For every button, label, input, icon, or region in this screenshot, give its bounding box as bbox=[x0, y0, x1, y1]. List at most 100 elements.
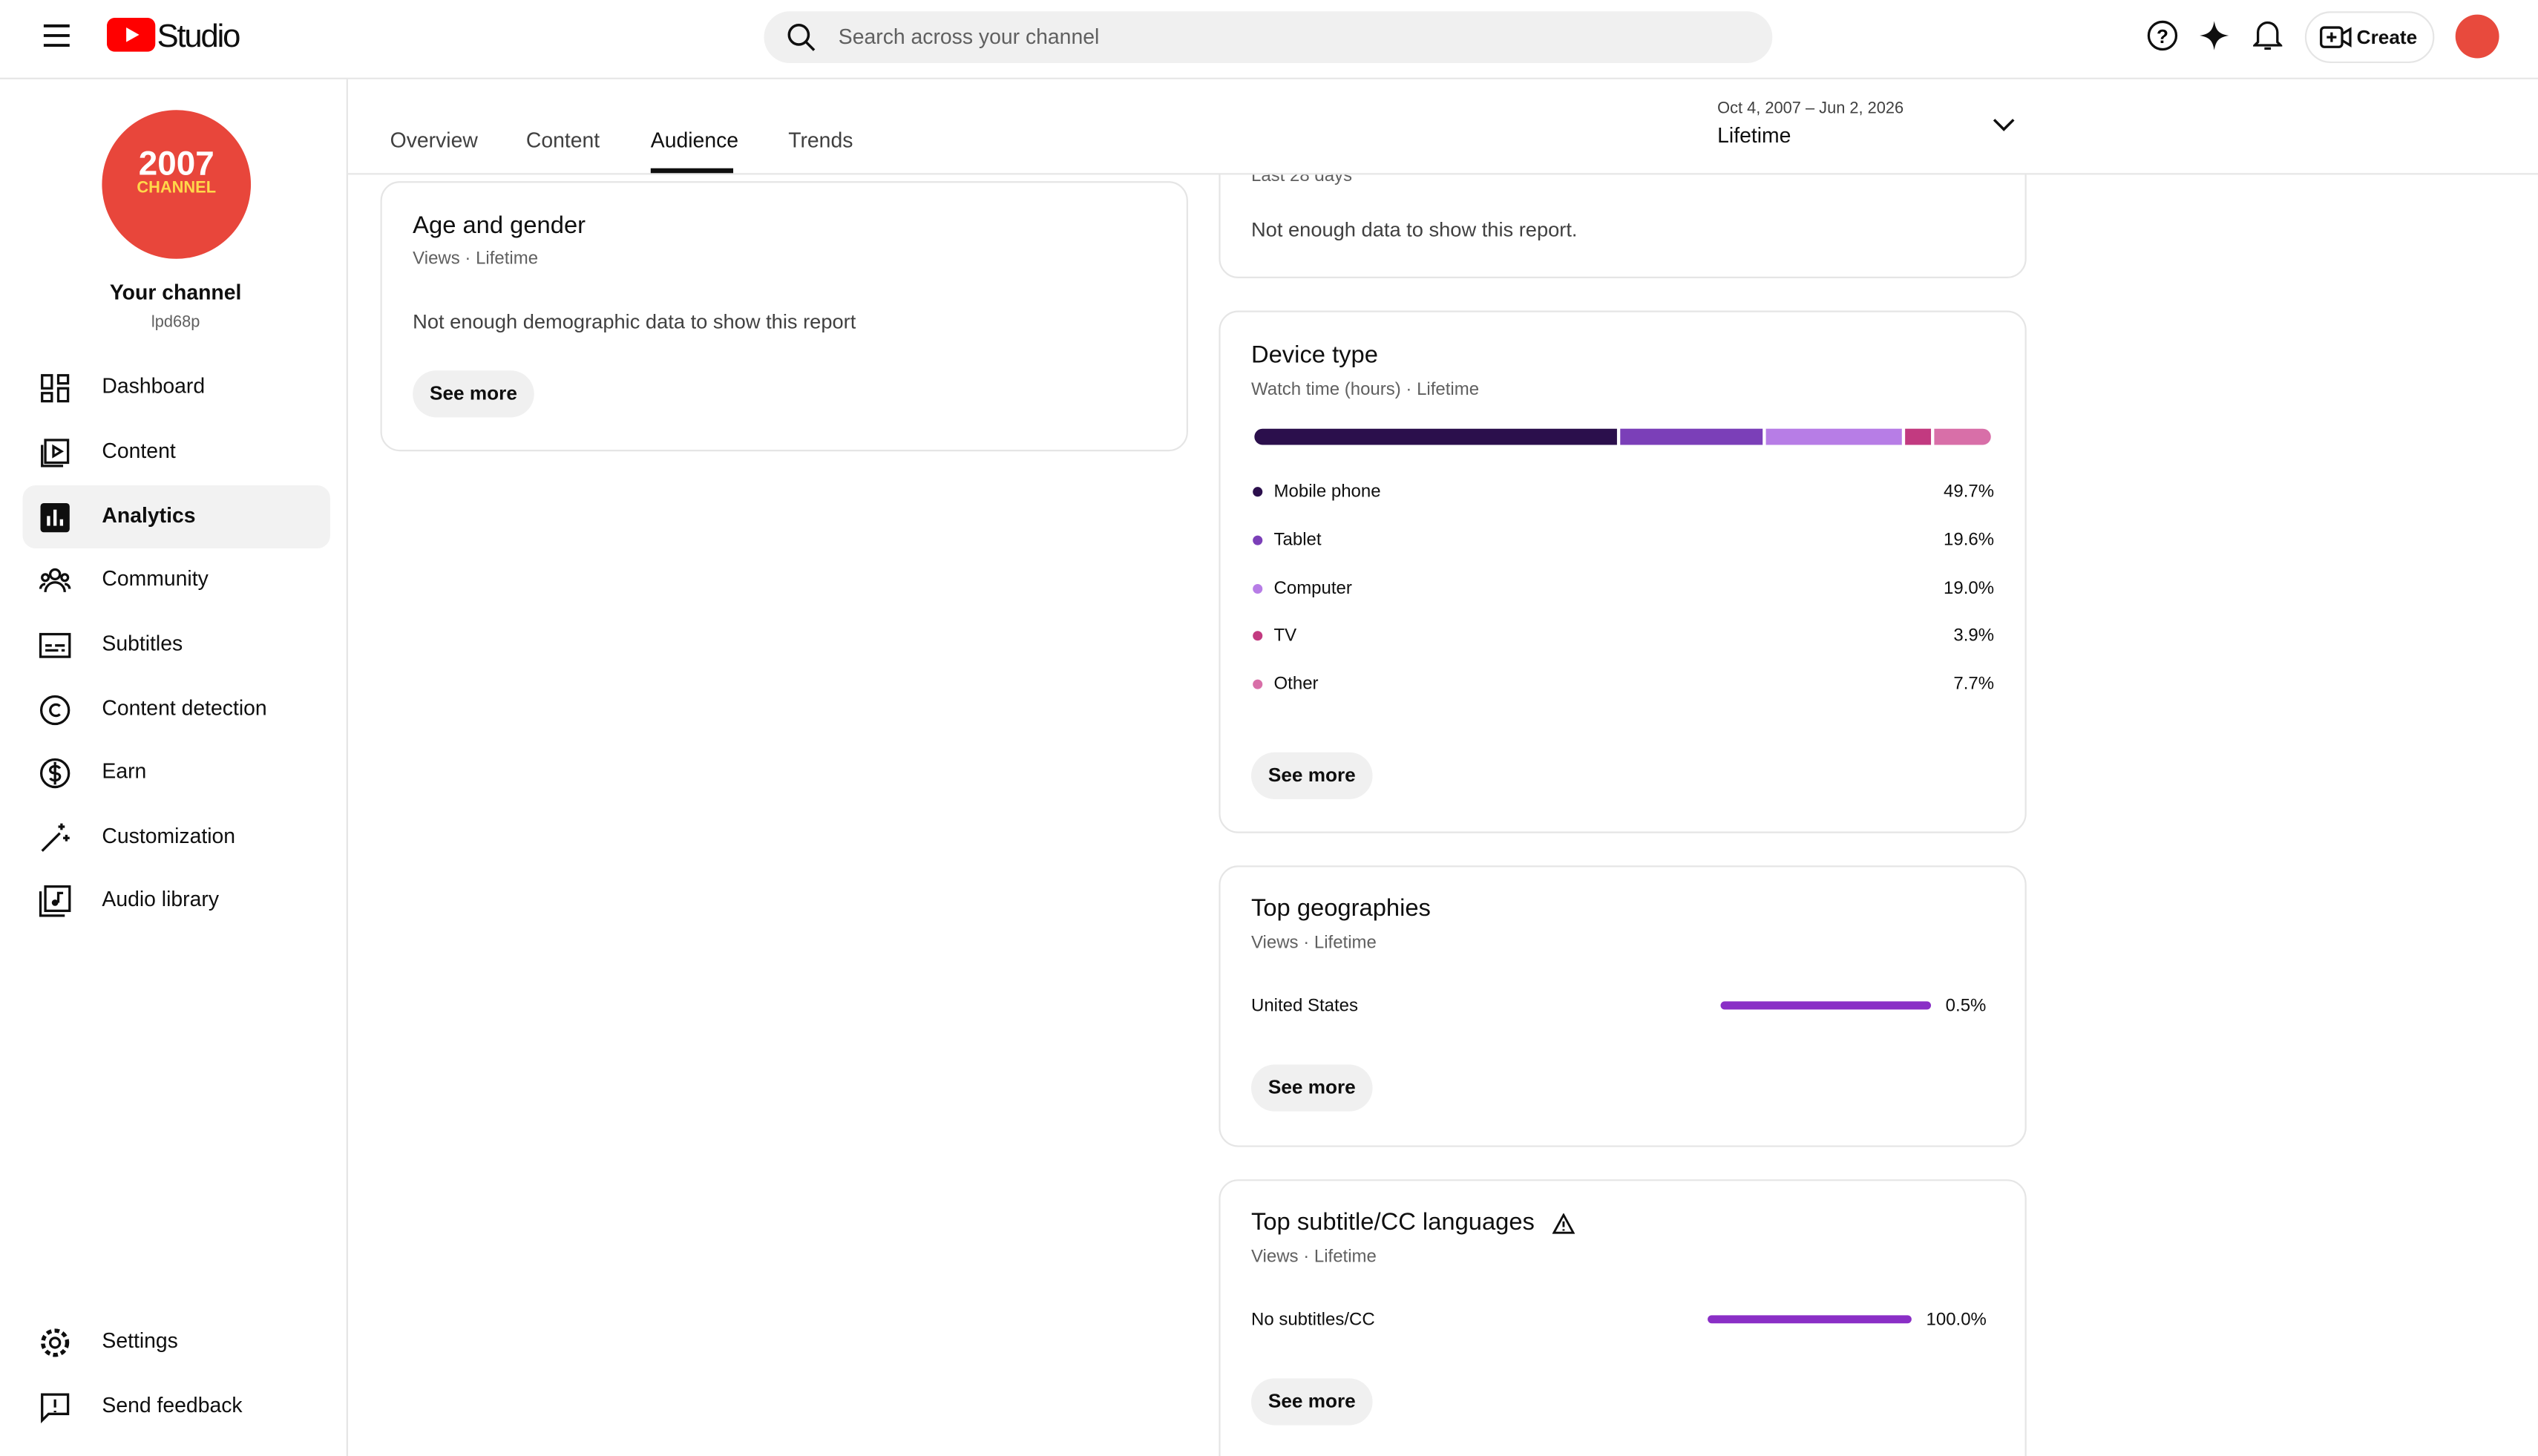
bar-segment bbox=[1254, 428, 1618, 445]
legend-dot bbox=[1253, 487, 1263, 497]
card-title: Top subtitle/CC languages bbox=[1250, 1208, 1535, 1236]
account-avatar[interactable] bbox=[2455, 14, 2499, 59]
legend-label: Tablet bbox=[1273, 530, 1322, 550]
date-picker[interactable]: Oct 4, 2007 – Jun 2, 2026 Lifetime bbox=[1708, 92, 2031, 157]
nav-label: Analytics bbox=[102, 502, 196, 528]
header: Studio Search across your channel ? Crea… bbox=[0, 0, 2538, 79]
legend-dot bbox=[1253, 632, 1263, 642]
youtube-logo[interactable] bbox=[106, 17, 156, 52]
bar-segment bbox=[1765, 428, 1903, 445]
nav-item[interactable]: Customization bbox=[23, 806, 330, 869]
search-icon bbox=[787, 24, 816, 51]
legend-label: Other bbox=[1273, 675, 1319, 695]
row-label: United States bbox=[1250, 996, 1359, 1017]
legend-dot bbox=[1253, 680, 1263, 690]
channel-name: Your channel bbox=[109, 280, 242, 304]
tab[interactable]: Overview bbox=[390, 128, 478, 152]
date-range: Oct 4, 2007 – Jun 2, 2026 bbox=[1717, 100, 1904, 119]
avatar-line2: CHANNEL bbox=[137, 179, 217, 197]
nav-label: Subtitles bbox=[102, 631, 183, 655]
nav-icon bbox=[39, 632, 71, 658]
nav-icon bbox=[41, 374, 70, 403]
nav-icon bbox=[41, 439, 70, 468]
card-message: Not enough demographic data to show this… bbox=[413, 310, 856, 334]
card-message: Not enough data to show this report. bbox=[1250, 218, 1578, 241]
see-more-button[interactable]: See more bbox=[1250, 1064, 1373, 1112]
see-more-button[interactable]: See more bbox=[413, 370, 534, 418]
nav-item[interactable]: Earn bbox=[23, 741, 330, 804]
ai-button[interactable] bbox=[2200, 21, 2229, 50]
svg-text:?: ? bbox=[2157, 25, 2168, 47]
help-button[interactable]: ? bbox=[2146, 19, 2179, 52]
top-geographies-card: Top geographies Views · Lifetime United … bbox=[1219, 865, 2027, 1147]
stacked-bar bbox=[1254, 428, 1991, 445]
legend-list: Mobile phone 49.7% Tablet 19.6% Computer 19.0… bbox=[1221, 312, 2025, 733]
legend-value: 3.9% bbox=[1953, 626, 1995, 646]
nav-item[interactable]: Content detection bbox=[23, 678, 330, 741]
see-more-button[interactable]: See more bbox=[1250, 752, 1373, 799]
logo-text: Studio bbox=[157, 19, 241, 56]
nav-item[interactable]: Dashboard bbox=[23, 356, 330, 419]
nav-item[interactable]: Community bbox=[23, 548, 330, 611]
nav-icon bbox=[39, 568, 71, 593]
legend-value: 49.7% bbox=[1944, 482, 1995, 502]
card-title: Age and gender bbox=[413, 211, 586, 240]
nav-item[interactable]: Subtitles bbox=[23, 613, 330, 676]
bar-segment bbox=[1621, 428, 1762, 445]
tab[interactable]: Content bbox=[525, 128, 600, 152]
card-subtitle: Views · Lifetime bbox=[1250, 1247, 1377, 1267]
nav-icon bbox=[41, 1328, 70, 1357]
create-button[interactable]: Create bbox=[2304, 11, 2435, 64]
nav-label: Send feedback bbox=[102, 1392, 243, 1417]
sidebar: 2007 CHANNEL Your channel lpd68p Dashboa… bbox=[0, 79, 348, 1456]
warning-icon[interactable] bbox=[1552, 1213, 1575, 1234]
nav-label: Community bbox=[102, 566, 209, 591]
nav-label: Content bbox=[102, 438, 176, 463]
tab[interactable]: Trends bbox=[788, 128, 853, 152]
row-label: No subtitles/CC bbox=[1250, 1310, 1375, 1330]
date-label: Lifetime bbox=[1717, 122, 1791, 148]
top-subtitles-card: Top subtitle/CC languages Views · Lifeti… bbox=[1219, 1179, 2027, 1456]
legend-dot bbox=[1253, 535, 1263, 545]
legend-label: Mobile phone bbox=[1273, 482, 1381, 502]
nav-label: Content detection bbox=[102, 695, 267, 721]
tab-bar: Overview Content Audience Trends Oct 4, … bbox=[347, 79, 2538, 175]
tab-indicator bbox=[650, 168, 734, 174]
nav-icon bbox=[40, 502, 70, 533]
card-subtitle: Watch time (hours) · Lifetime bbox=[1250, 380, 1480, 400]
age-gender-card: Age and gender Views · Lifetime Not enou… bbox=[380, 181, 1188, 452]
channel-avatar[interactable]: 2007 CHANNEL bbox=[102, 110, 252, 259]
nav-icon bbox=[39, 758, 70, 789]
nav-icon bbox=[39, 885, 71, 917]
nav-item[interactable]: Audio library bbox=[23, 869, 330, 932]
nav-item-active[interactable]: Analytics bbox=[22, 485, 330, 549]
nav-label: Settings bbox=[102, 1328, 178, 1353]
search-placeholder: Search across your channel bbox=[838, 24, 1100, 49]
nav-item[interactable]: Send feedback bbox=[23, 1375, 330, 1438]
chevron bbox=[1993, 119, 2015, 131]
row-value: 100.0% bbox=[1926, 1310, 1987, 1330]
row-value: 0.5% bbox=[1945, 996, 1987, 1017]
card-subtitle: Views · Lifetime bbox=[413, 249, 539, 269]
row-bar bbox=[1720, 1001, 1932, 1010]
tab-active[interactable]: Audience bbox=[650, 128, 739, 152]
notifications-button[interactable] bbox=[2253, 19, 2283, 52]
card-subtitle: Views · Lifetime bbox=[1250, 933, 1377, 954]
row-bar bbox=[1708, 1315, 1912, 1324]
card-title: Device type bbox=[1250, 341, 1378, 370]
nav-label: Dashboard bbox=[102, 373, 206, 399]
nav-item[interactable]: Settings bbox=[23, 1311, 330, 1374]
channel-handle: lpd68p bbox=[151, 313, 200, 332]
see-more-button[interactable]: See more bbox=[1250, 1378, 1373, 1426]
create-label: Create bbox=[2356, 25, 2418, 49]
bar-segment bbox=[1934, 428, 1991, 445]
menu-button[interactable] bbox=[42, 23, 71, 49]
nav-icon bbox=[39, 695, 70, 726]
bar-segment bbox=[1905, 428, 1931, 445]
legend-value: 19.0% bbox=[1944, 578, 1995, 598]
search-box[interactable]: Search across your channel bbox=[764, 11, 1773, 64]
device-type-card: Device type Watch time (hours) · Lifetim… bbox=[1219, 310, 2027, 833]
avatar-line1: 2007 bbox=[138, 145, 214, 183]
nav-item[interactable]: Content bbox=[23, 421, 330, 484]
